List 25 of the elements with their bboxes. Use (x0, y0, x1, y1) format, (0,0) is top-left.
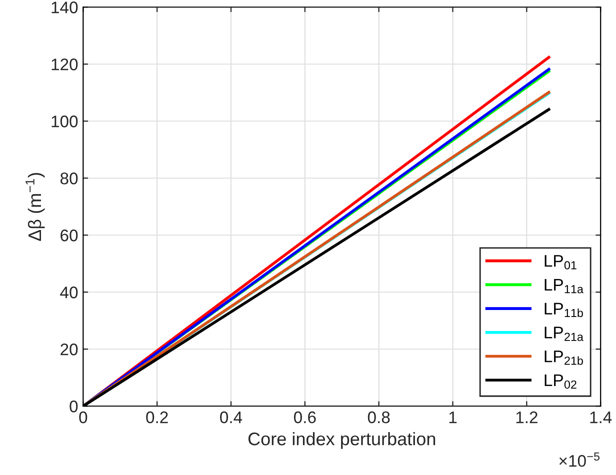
x-tick-label: 1.2 (516, 411, 538, 424)
y-axis-title: Δβ (m$^{−1}$) (26, 173, 45, 241)
y-tick-label: 80 (60, 172, 78, 184)
y-tick-label: 120 (52, 58, 78, 70)
x-tick-label: 1.4 (590, 412, 612, 424)
legend-label: LP$_{11a}$ (544, 279, 584, 294)
x-tick-label: 0.4 (220, 411, 242, 424)
x-axis-title: Core index perturbation (248, 432, 436, 449)
y-tick-label: 100 (52, 116, 78, 128)
legend-label: LP$_{02}$ (544, 374, 576, 389)
x-tick-label: 0 (79, 411, 88, 424)
x-tick-label: 0.8 (368, 411, 390, 424)
y-tick-label: 60 (60, 230, 78, 242)
legend-label: LP$_{01}$ (544, 255, 576, 270)
legend-label: LP$_{11b}$ (544, 302, 583, 318)
y-tick-label: 20 (60, 344, 78, 356)
legend-label: LP$_{21b}$ (544, 350, 583, 365)
y-tick-label: 0 (70, 400, 78, 412)
x-tick-label: 0.6 (294, 411, 316, 424)
x-tick-label: 1 (449, 412, 457, 424)
x-tick-label: 0.2 (146, 411, 168, 424)
y-tick-label: 40 (60, 286, 78, 298)
text: ×10$^{−5}$ (559, 452, 600, 467)
legend-label: LP$_{21a}$ (544, 326, 584, 341)
y-tick-label: 140 (52, 2, 78, 14)
